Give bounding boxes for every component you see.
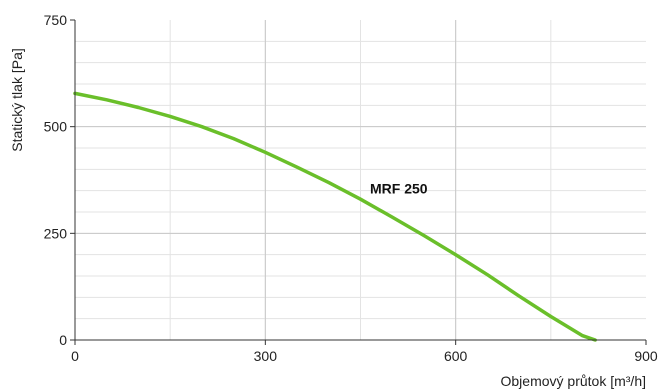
axes xyxy=(70,19,647,345)
series-annotation-label: MRF 250 xyxy=(370,181,428,197)
x-axis-title: Objemový průtok [m³/h] xyxy=(501,373,647,389)
series-line-0 xyxy=(73,91,597,342)
y-tick-label: 500 xyxy=(44,119,68,135)
y-tick-label: 0 xyxy=(59,332,67,348)
x-tick-label: 900 xyxy=(634,348,658,364)
x-tick-label: 0 xyxy=(71,348,79,364)
annotations: MRF 250 xyxy=(370,181,428,197)
x-tick-label: 600 xyxy=(444,348,468,364)
grid xyxy=(75,20,646,340)
series-layer xyxy=(73,91,597,342)
y-tick-label: 750 xyxy=(44,12,68,28)
x-tick-label: 300 xyxy=(254,348,278,364)
y-tick-label: 250 xyxy=(44,225,68,241)
y-axis-title: Statický tlak [Pa] xyxy=(9,48,25,151)
tick-labels: 0 300 600 900 0 250 500 750 xyxy=(44,12,658,364)
